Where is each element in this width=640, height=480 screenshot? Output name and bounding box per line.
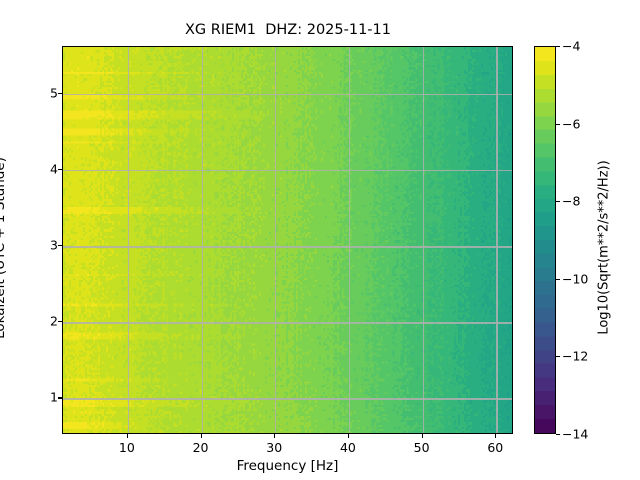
colorbar-tick-label: −10 (562, 271, 589, 287)
x-tick-label: 60 (487, 440, 504, 455)
x-tick-mark (200, 434, 202, 438)
x-tick-mark (421, 434, 423, 438)
x-tick-label: 20 (192, 440, 209, 455)
gridline-horizontal (63, 246, 512, 248)
y-tick-mark (58, 245, 62, 247)
colorbar-tick-label: −8 (562, 193, 581, 209)
colorbar-tick-mark (556, 201, 560, 203)
y-tick-label: 3 (50, 237, 58, 253)
x-tick-label: 30 (266, 440, 283, 455)
gridline-horizontal (63, 398, 512, 400)
y-tick-mark (58, 397, 62, 399)
colorbar-tick-label: −6 (562, 116, 581, 132)
x-tick-mark (495, 434, 497, 438)
gridline-horizontal (63, 170, 512, 172)
colorbar-tick-mark (556, 356, 560, 358)
y-tick-mark (58, 93, 62, 95)
x-tick-label: 10 (118, 440, 135, 455)
x-tick-mark (126, 434, 128, 438)
colorbar-tick-label: −12 (562, 348, 589, 364)
gridline-vertical (275, 47, 277, 433)
gridline-horizontal (63, 322, 512, 324)
x-tick-mark (274, 434, 276, 438)
colorbar-tick-mark (556, 123, 560, 125)
gridline-vertical (127, 47, 130, 433)
gridline-vertical (201, 47, 203, 433)
colorbar-label: Log10(Sqrt(m**2/s**2/Hz)) (596, 160, 612, 335)
colorbar-tick-label: −4 (562, 38, 581, 54)
colorbar-tick-label: −14 (562, 426, 589, 442)
gridline-vertical (422, 47, 424, 433)
x-axis-label: Frequency [Hz] (236, 458, 339, 474)
gridline-horizontal (63, 94, 512, 96)
spectrogram-plot-area (62, 46, 513, 434)
y-tick-label: 2 (50, 313, 58, 329)
y-tick-label: 1 (50, 389, 58, 405)
colorbar (534, 46, 556, 434)
y-tick-label: 4 (50, 161, 58, 177)
colorbar-tick-mark (556, 434, 560, 436)
colorbar-tick-mark (556, 278, 560, 280)
y-tick-mark (58, 169, 62, 171)
y-axis-label: Lokalzeit (UTC + 1 Stunde) (0, 157, 8, 339)
colorbar-tick-mark (556, 46, 560, 48)
x-tick-label: 40 (339, 440, 356, 455)
x-tick-mark (347, 434, 350, 438)
gridline-vertical (348, 47, 351, 433)
spectrogram-image (63, 47, 512, 433)
gridline-vertical (496, 47, 498, 433)
colorbar-gradient (535, 47, 555, 433)
y-tick-mark (58, 321, 62, 323)
y-tick-label: 5 (50, 85, 58, 101)
page-title: XG RIEM1 DHZ: 2025-11-11 (184, 22, 391, 38)
x-tick-label: 50 (413, 440, 430, 455)
